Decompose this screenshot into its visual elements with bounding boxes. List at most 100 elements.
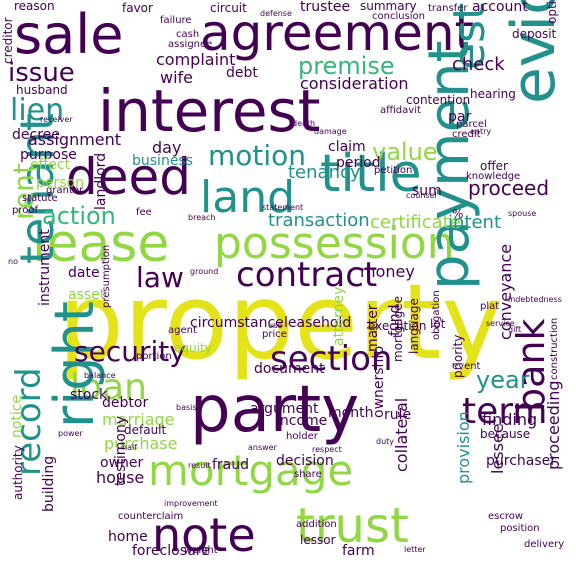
- word-ground: ground: [190, 267, 219, 276]
- word-home: home: [108, 529, 148, 545]
- word-power: power: [58, 429, 83, 438]
- word-trust: trust: [296, 498, 409, 554]
- word-period: period: [336, 155, 381, 171]
- word-interest: interest: [98, 77, 321, 145]
- word-hearing: hearing: [470, 87, 516, 101]
- word-proceed: proceed: [468, 176, 550, 200]
- word-motion: motion: [208, 139, 307, 172]
- word-term: term: [462, 391, 548, 432]
- word-finding: finding: [482, 410, 538, 429]
- word-par: par: [448, 109, 472, 125]
- word-leasehold: leasehold: [284, 315, 352, 331]
- word-share: share: [294, 469, 322, 480]
- word-escrow: escrow: [488, 511, 524, 522]
- word-plat: plat: [480, 301, 500, 312]
- word-obligation: obligation: [431, 290, 442, 340]
- word-receiver: receiver: [40, 115, 73, 124]
- word-affidavit: affidavit: [380, 105, 421, 116]
- word-execution: execution: [368, 319, 427, 333]
- word-basis: basis: [176, 403, 197, 412]
- word-defense: defense: [260, 9, 292, 18]
- word-circumstance: circumstance: [190, 315, 284, 331]
- word-event: event: [452, 361, 481, 372]
- word-purchase: purchase: [104, 434, 178, 453]
- word-agreement: agreement: [200, 4, 475, 62]
- word-because: because: [480, 427, 531, 441]
- word-check: check: [452, 54, 505, 75]
- word-spouse: spouse: [508, 209, 537, 218]
- word-petition: petition: [374, 165, 413, 176]
- word-day: day: [152, 138, 182, 157]
- word-landlord: landlord: [93, 152, 109, 210]
- word-counsel: counsel: [406, 191, 437, 200]
- word-entry: entry: [470, 127, 492, 136]
- word-action: action: [42, 202, 116, 230]
- word-lot: lot: [430, 317, 446, 331]
- word-possession: possession: [214, 218, 455, 269]
- word-no: no: [8, 257, 18, 266]
- word-answer: answer: [248, 443, 277, 452]
- word-language: language: [407, 298, 421, 354]
- word-issue: issue: [8, 58, 75, 88]
- word-improvement: improvement: [164, 499, 218, 508]
- word-sale: sale: [14, 3, 124, 66]
- word-month: month: [328, 405, 374, 421]
- word-presumption: presumption: [101, 244, 112, 308]
- word-death: death: [292, 119, 316, 128]
- word-property: property: [58, 261, 504, 383]
- word-duty: duty: [376, 437, 395, 446]
- word-grantor: grantor: [46, 185, 84, 196]
- word-breach: breach: [188, 213, 216, 222]
- word-assignment: assignment: [28, 130, 122, 149]
- word-person: person: [36, 175, 84, 191]
- word-contract: contract: [236, 255, 378, 295]
- word-trustee: trustee: [300, 0, 351, 15]
- word-deposit: deposit: [512, 27, 557, 41]
- word-loan: loan: [70, 367, 147, 408]
- word-notice: notice: [9, 394, 25, 438]
- word-effect: effect: [30, 157, 71, 173]
- word-note: note: [152, 508, 256, 562]
- word-offer: offer: [480, 159, 508, 173]
- word-year: year: [476, 366, 530, 394]
- word-instrument: instrument: [37, 229, 53, 306]
- word-business: business: [132, 153, 194, 169]
- word-marriage: marriage: [102, 410, 175, 429]
- word-foreclosure: foreclosure: [132, 543, 210, 559]
- word-title: title: [320, 144, 422, 204]
- word-value: value: [372, 138, 438, 166]
- word-contention: contention: [406, 93, 471, 107]
- word-income: income: [276, 413, 328, 429]
- word-agent: agent: [168, 325, 197, 336]
- word-fraud: fraud: [212, 457, 250, 473]
- word-premise: premise: [298, 52, 395, 80]
- word-husband: husband: [16, 83, 68, 97]
- word-balance: balance: [84, 371, 116, 380]
- word-complaint: complaint: [156, 50, 236, 69]
- word-transaction: transaction: [268, 210, 370, 231]
- word-deed: deed: [66, 148, 191, 206]
- word-debtor: debtor: [102, 395, 149, 411]
- word-consideration: consideration: [300, 74, 409, 93]
- word-debt: debt: [226, 65, 258, 81]
- word-document: document: [254, 361, 325, 377]
- word-credit: credit: [452, 129, 481, 140]
- word-tenancy: tenancy: [288, 162, 361, 183]
- word-service: service: [486, 319, 515, 328]
- word-owner: owner: [100, 455, 144, 471]
- word-position: position: [500, 523, 540, 534]
- word-building: building: [41, 455, 57, 512]
- word-account: account: [472, 0, 528, 15]
- word-proof: proof: [12, 205, 38, 216]
- word-land: land: [200, 172, 296, 223]
- word-argument: argument: [250, 401, 319, 417]
- word-summary: summary: [360, 0, 417, 13]
- word-date: date: [68, 265, 100, 281]
- word-circuit: circuit: [210, 1, 247, 15]
- word-statute: statute: [22, 193, 58, 204]
- word-lessor: lessor: [300, 533, 336, 547]
- word-construction: construction: [549, 317, 560, 380]
- word-lien: lien: [10, 93, 65, 128]
- word-default: default: [124, 423, 167, 437]
